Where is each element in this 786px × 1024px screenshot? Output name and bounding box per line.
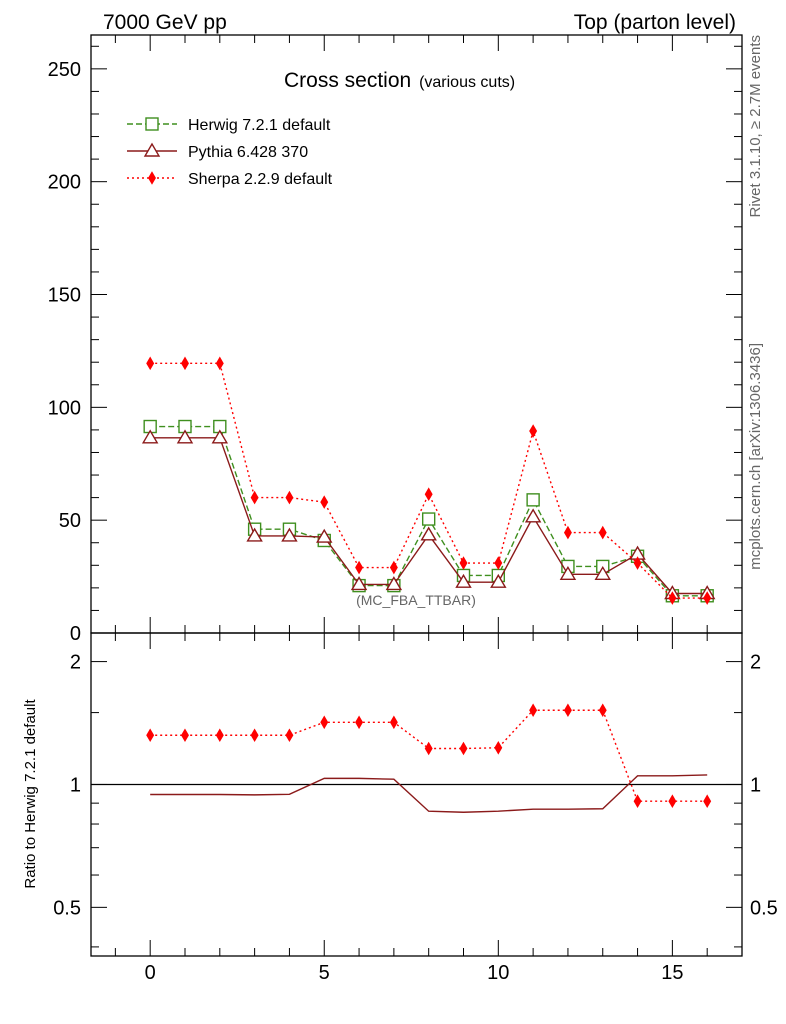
x-tick-label: 10 — [487, 962, 509, 984]
y-tick-label: 250 — [48, 59, 81, 81]
y-tick-label: 100 — [48, 397, 81, 419]
series-line — [150, 709, 708, 802]
data-point — [320, 715, 329, 730]
header-right-label: Top (parton level) — [574, 11, 736, 34]
ratio-y-tick-label: 1 — [750, 774, 761, 796]
data-point — [703, 794, 712, 808]
data-point — [215, 728, 224, 743]
ratio-y-tick-label: 0.5 — [53, 897, 81, 919]
data-point — [594, 565, 611, 581]
data-point — [181, 356, 189, 371]
data-point — [524, 508, 542, 523]
data-point — [146, 728, 155, 743]
series — [141, 429, 716, 600]
series — [143, 419, 714, 603]
data-point — [145, 117, 159, 131]
data-point — [494, 740, 503, 755]
data-point — [459, 741, 468, 756]
analysis-label: (MC_FBA_TTBAR) — [356, 592, 476, 608]
data-point — [250, 728, 259, 743]
data-point — [143, 142, 161, 157]
data-point — [285, 490, 294, 505]
data-point — [633, 794, 642, 808]
data-point — [211, 429, 229, 444]
data-point — [529, 424, 538, 438]
data-point — [563, 525, 572, 540]
x-tick-label: 5 — [319, 962, 330, 984]
data-point — [316, 528, 333, 543]
data-point — [176, 429, 194, 444]
data-point — [355, 715, 364, 730]
data-point — [494, 556, 503, 570]
main-axis-ticks: 0 50 100 150 200 250 — [48, 35, 743, 645]
data-point — [385, 576, 403, 591]
ratio-y-tick-label: 2 — [750, 652, 761, 674]
data-point — [559, 565, 577, 581]
y-tick-label: 50 — [59, 510, 81, 532]
ratio-y-tick-label: 1 — [70, 774, 81, 796]
data-point — [668, 591, 677, 605]
data-point — [563, 703, 572, 718]
y-tick-label: 200 — [48, 172, 81, 194]
main-panel: 0 50 100 150 200 250 — [48, 34, 743, 645]
data-point — [389, 715, 398, 730]
data-point — [215, 356, 224, 371]
data-point — [146, 356, 155, 371]
data-point — [246, 527, 263, 542]
data-point — [455, 573, 472, 588]
data-point — [598, 703, 607, 718]
data-point — [633, 556, 642, 570]
x-tick-label: 0 — [145, 962, 156, 984]
ratio-y-tick-label: 0.5 — [750, 897, 778, 919]
mcplots-label: mcplots.cern.ch [arXiv:1306.3436] — [747, 343, 764, 570]
series — [146, 356, 712, 605]
data-point — [281, 527, 298, 542]
ratio-y-tick-label: 2 — [70, 652, 81, 674]
y-tick-label: 150 — [48, 285, 81, 307]
data-point — [529, 703, 538, 718]
data-point — [490, 573, 507, 588]
data-point — [703, 591, 712, 605]
data-point — [181, 728, 189, 743]
x-tick-label: 15 — [661, 962, 683, 984]
data-point — [250, 490, 259, 505]
series — [150, 774, 708, 813]
chart-title-main: Cross section — [284, 69, 411, 92]
data-point — [141, 429, 159, 444]
data-point — [424, 487, 433, 502]
series — [146, 703, 712, 808]
data-point — [350, 576, 368, 591]
data-point — [389, 560, 398, 575]
chart-title-sub: (various cuts) — [419, 74, 515, 91]
data-point — [148, 171, 156, 185]
ratio-plot-frame — [90, 632, 743, 957]
data-point — [598, 525, 607, 540]
data-point — [285, 728, 294, 743]
data-point — [459, 556, 468, 570]
header-left-label: 7000 GeV pp — [103, 11, 227, 34]
data-point — [320, 495, 329, 509]
ratio-panel: 0 5 10 15 0.5 0.5 1 1 2 2 — [53, 632, 778, 984]
series-line — [150, 425, 708, 597]
legend-label: Herwig 7.2.1 default — [188, 117, 331, 134]
series-line — [150, 774, 708, 813]
data-point — [421, 512, 436, 526]
data-point — [420, 526, 437, 541]
y-tick-label: 0 — [70, 623, 81, 645]
ratio-axis-ticks: 0 5 10 15 0.5 0.5 1 1 2 2 — [53, 633, 778, 984]
data-point — [526, 493, 540, 507]
ratio-series-layer — [146, 703, 712, 813]
legend: Herwig 7.2.1 default Pythia 6.428 370 Sher… — [127, 117, 333, 188]
rivet-label: Rivet 3.1.10, ≥ 2.7M events — [747, 35, 764, 218]
legend-label: Sherpa 2.2.9 default — [188, 171, 333, 188]
data-point — [424, 741, 433, 756]
chart-title: Cross section (various cuts) — [284, 69, 515, 92]
legend-label: Pythia 6.428 370 — [188, 144, 308, 161]
data-point — [668, 794, 677, 808]
main-series-layer — [141, 356, 716, 605]
ratio-y-axis-label: Ratio to Herwig 7.2.1 default — [22, 699, 39, 889]
data-point — [355, 560, 364, 575]
